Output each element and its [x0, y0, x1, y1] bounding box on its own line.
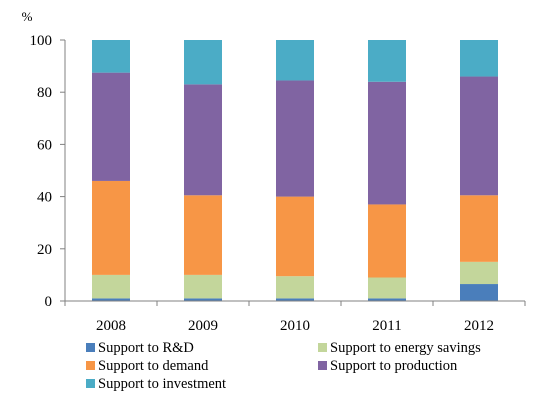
- x-tick-label-2012: 2012: [464, 318, 494, 334]
- legend-label-3: Support to production: [330, 358, 458, 374]
- bar-segment-2009-series-4: [184, 40, 222, 85]
- bar-segment-2009-series-0: [184, 298, 222, 301]
- bar-segment-2010-series-1: [276, 276, 314, 299]
- legend-label-4: Support to investment: [98, 376, 226, 392]
- legend-label-2: Support to demand: [98, 358, 209, 374]
- bar-segment-2011-series-1: [368, 277, 406, 299]
- bar-segment-2012-series-0: [460, 284, 498, 301]
- bar-segment-2009-series-2: [184, 195, 222, 275]
- legend-swatch-4: [86, 379, 95, 388]
- bar-segment-2008-series-1: [92, 274, 130, 299]
- bars-layer: [92, 40, 498, 301]
- bar-segment-2012-series-3: [460, 76, 498, 196]
- bar-segment-2012-series-2: [460, 195, 498, 262]
- y-tick-label-60: 60: [37, 137, 52, 153]
- x-tick-label-2010: 2010: [280, 318, 310, 334]
- bar-segment-2008-series-3: [92, 72, 130, 181]
- bar-segment-2011-series-0: [368, 298, 406, 301]
- bar-segment-2008-series-4: [92, 40, 130, 73]
- y-tick-label-20: 20: [37, 242, 52, 258]
- bar-segment-2012-series-1: [460, 261, 498, 285]
- bar-segment-2008-series-0: [92, 298, 130, 301]
- bar-segment-2010-series-0: [276, 298, 314, 301]
- legend: Support to R&D Support to energy savings S…: [86, 340, 481, 392]
- x-tick-label-2008: 2008: [96, 318, 126, 334]
- x-tick-label-2011: 2011: [372, 318, 401, 334]
- bar-segment-2011-series-2: [368, 204, 406, 278]
- bar-segment-2008-series-2: [92, 180, 130, 275]
- legend-label-1: Support to energy savings: [330, 340, 481, 356]
- legend-swatch-0: [86, 343, 95, 352]
- y-tick-label-40: 40: [37, 190, 52, 206]
- bar-segment-2011-series-3: [368, 81, 406, 205]
- bar-segment-2010-series-2: [276, 196, 314, 277]
- y-unit-label: %: [22, 9, 33, 24]
- axes-layer: 0 20 40 60 80 100% 2008 2009 2010 2011 2012: [22, 9, 526, 334]
- x-tick-label-2009: 2009: [188, 318, 218, 334]
- y-tick-label-100: 100: [30, 33, 53, 49]
- legend-label-0: Support to R&D: [98, 340, 194, 356]
- bar-segment-2011-series-4: [368, 40, 406, 82]
- legend-swatch-3: [318, 361, 327, 370]
- bar-segment-2012-series-4: [460, 40, 498, 77]
- y-tick-label-80: 80: [37, 85, 52, 101]
- legend-swatch-2: [86, 361, 95, 370]
- bar-segment-2010-series-3: [276, 80, 314, 197]
- y-tick-label-0: 0: [45, 294, 53, 310]
- bar-segment-2010-series-4: [276, 40, 314, 81]
- bar-segment-2009-series-3: [184, 84, 222, 196]
- legend-swatch-1: [318, 343, 327, 352]
- bar-segment-2009-series-1: [184, 274, 222, 299]
